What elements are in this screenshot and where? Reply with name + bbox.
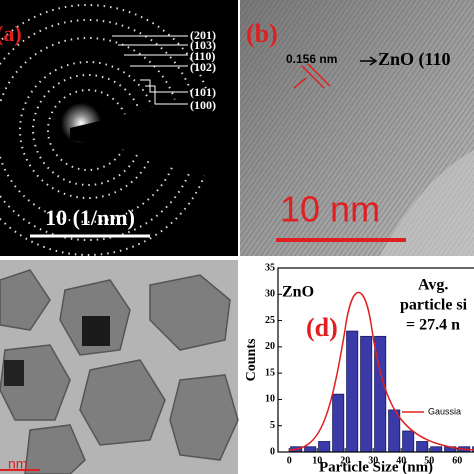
y-tick-label: 30 [265,289,275,300]
x-tick-label: 10 [312,455,322,466]
plane-arrows [112,35,188,105]
plane-label: (101) [190,85,216,99]
annotation: particle si [400,297,468,314]
scale-bar-label: nm [8,456,27,472]
panel-a: (a) (201)(103)(110)(102) (101)(100) 10 (1… [0,0,238,256]
panel-c: nm [0,260,239,474]
plane-label: (103) [190,38,216,52]
bar [360,335,373,453]
dark-particle [4,360,24,386]
annotation: = 27.4 n [406,317,460,334]
y-tick-label: 25 [265,315,275,326]
phase-label: ZnO (110 [378,49,451,70]
legend-label: Gaussia [428,406,461,416]
bar [346,330,359,453]
x-tick-label: 40 [396,455,406,466]
bar [416,441,429,453]
bar [430,446,443,453]
fringe-marker [293,63,331,89]
plot-frame [277,267,474,453]
panel-d: 0 5 10 15 20 25 30 35 0 10 20 30 40 50 60 Particle Size… [240,260,474,474]
panel-b: (b) 0.156 nm ZnO (110 10 nm [240,0,474,256]
bar [332,393,345,453]
y-axis-label: Counts [244,338,259,381]
dark-particle [82,316,110,346]
arrow-head [369,56,378,66]
panel-label: (d) [306,313,338,342]
y-tick-label: 35 [265,262,275,273]
amorphous-edge [380,150,474,256]
scale-bar-label: 10 (1/nm) [45,205,135,230]
x-tick-label: 60 [452,455,462,466]
bar [304,446,317,453]
x-tick-label: 20 [340,455,350,466]
fit-curve [289,292,474,451]
beam-stop [70,78,238,190]
annotation: Avg. [418,277,448,294]
x-tick-label: 0 [287,455,292,466]
x-tick-label: 50 [424,455,434,466]
panel-label: (b) [246,19,278,48]
bar [402,430,415,453]
annotation: ZnO [282,284,314,301]
plane-label: (201) [190,28,216,42]
y-tick-label: 10 [265,394,275,405]
y-tick-label: 0 [270,446,275,457]
x-axis-label: Particle Size (nm) [319,459,433,474]
plane-label: (102) [190,60,216,74]
x-tick-label: 30 [368,455,378,466]
y-tick-label: 5 [270,420,275,431]
plane-label: (100) [190,98,216,112]
bar [318,441,331,453]
y-tick-label: 20 [265,341,275,352]
y-tick-label: 15 [265,367,275,378]
scale-bar-label: 10 nm [280,189,380,230]
d-spacing: 0.156 nm [286,52,337,66]
plane-label: (110) [190,49,215,63]
panel-label: (a) [0,21,22,46]
